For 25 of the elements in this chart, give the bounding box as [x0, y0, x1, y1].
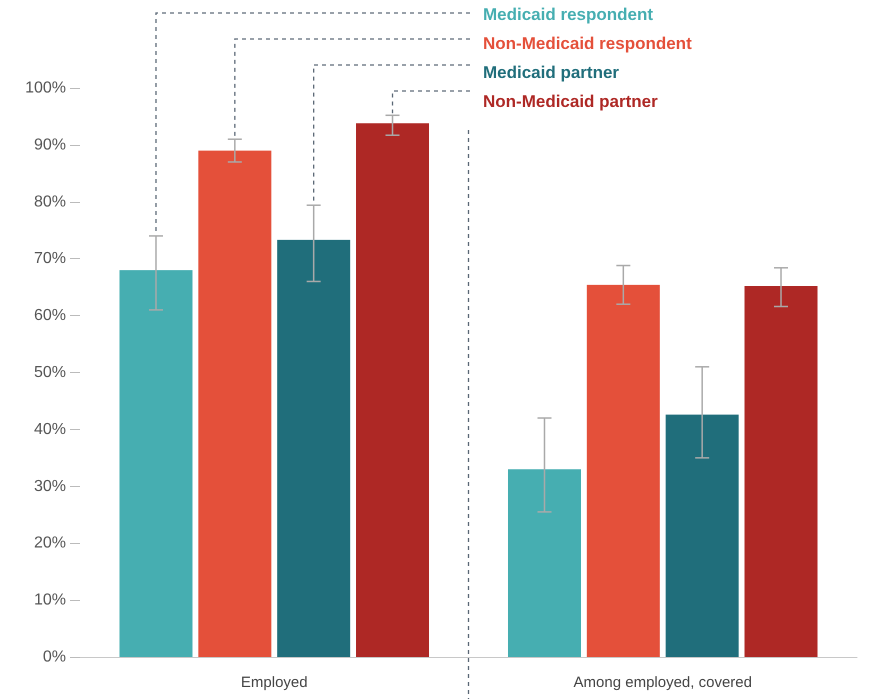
y-tick-label: 50% [34, 364, 66, 381]
y-tick-label: 20% [34, 534, 66, 552]
bar [277, 240, 350, 657]
x-tick-label: Employed [240, 674, 308, 691]
bar [119, 270, 192, 657]
text: Non-Medicaid partner [483, 92, 658, 111]
text: Non-Medicaid respondent [483, 34, 692, 53]
y-tick-label: 70% [34, 250, 66, 268]
text: Medicaid partner [483, 63, 620, 82]
bar [666, 414, 739, 657]
text: Medicaid respondent [483, 5, 654, 24]
y-tick-label: 30% [34, 478, 66, 495]
bar [508, 469, 581, 657]
bar [744, 286, 818, 657]
bar [356, 123, 430, 657]
y-tick-label: 100% [25, 80, 66, 96]
bar [198, 150, 272, 657]
y-tick-label: 80% [34, 193, 66, 210]
y-tick-label: 40% [34, 420, 66, 438]
bar [586, 284, 660, 657]
y-tick-label: 60% [34, 307, 66, 324]
y-tick-label: 90% [34, 136, 66, 154]
y-tick-label: 0% [42, 648, 66, 666]
y-tick-label: 10% [34, 592, 66, 609]
x-tick-label: Among employed, covered [574, 674, 752, 691]
